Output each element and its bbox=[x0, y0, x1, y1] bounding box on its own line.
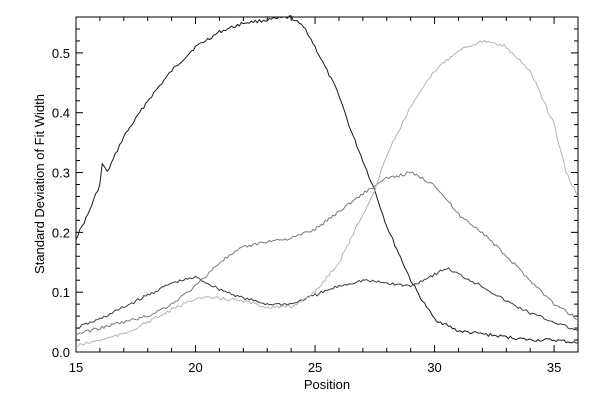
y-tick-label: 0.4 bbox=[52, 106, 70, 121]
series-line-4 bbox=[75, 39, 579, 347]
series-line-1 bbox=[75, 15, 579, 344]
y-axis: 0.0 0.1 0.2 0.3 0.4 0.5 bbox=[52, 16, 578, 360]
x-tick-label: 25 bbox=[308, 360, 322, 375]
x-tick-label: 20 bbox=[188, 360, 202, 375]
y-tick-label: 0.3 bbox=[52, 166, 70, 181]
x-axis: 15 20 25 30 35 bbox=[69, 17, 579, 375]
series-group bbox=[75, 15, 579, 347]
y-tick-label: 0.0 bbox=[52, 345, 70, 360]
x-tick-label: 15 bbox=[69, 360, 83, 375]
plot-frame bbox=[75, 16, 579, 353]
x-tick-label: 35 bbox=[547, 360, 561, 375]
y-axis-title: Standard Deviation of Fit Width bbox=[32, 94, 47, 274]
series-line-3 bbox=[75, 171, 579, 335]
y-tick-label: 0.1 bbox=[52, 285, 70, 300]
x-tick-label: 30 bbox=[427, 360, 441, 375]
x-axis-title: Position bbox=[304, 377, 350, 392]
y-tick-label: 0.5 bbox=[52, 46, 70, 61]
y-tick-label: 0.2 bbox=[52, 225, 70, 240]
series-line-2 bbox=[75, 267, 579, 332]
